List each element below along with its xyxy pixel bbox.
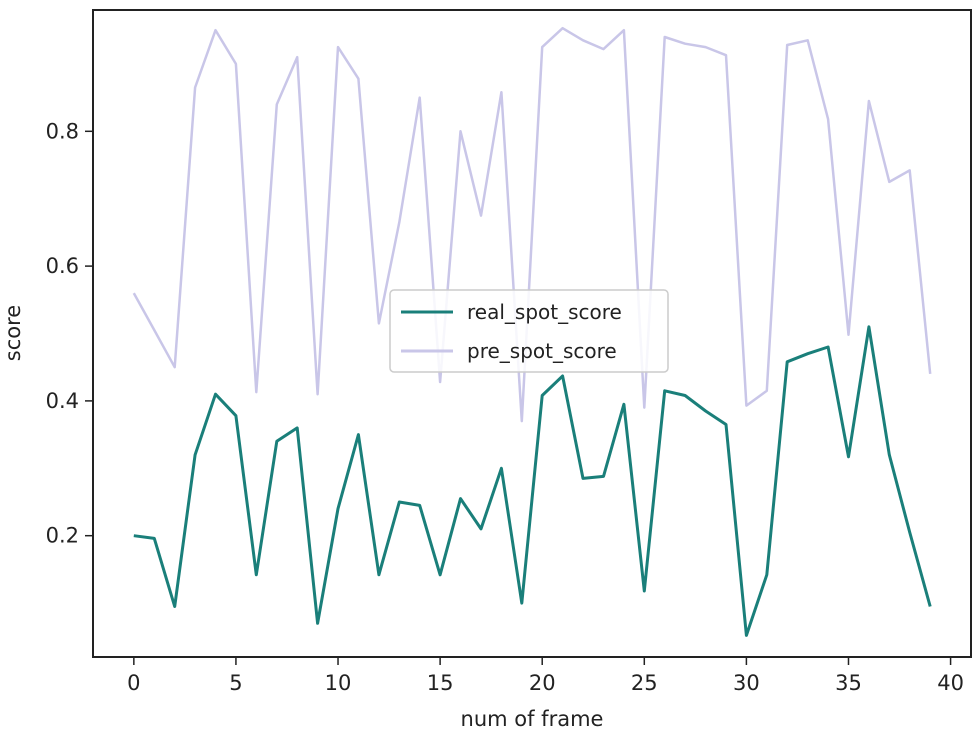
y-tick-label: 0.4	[46, 389, 79, 413]
x-axis-ticks: 0 5 10 15 20 25 30 35 40	[127, 657, 964, 695]
y-axis-ticks: 0.2 0.4 0.6 0.8	[46, 119, 93, 548]
x-tick-label: 0	[127, 671, 140, 695]
y-tick-label: 0.2	[46, 524, 79, 548]
x-tick-label: 30	[733, 671, 760, 695]
series-line-pre-spot-score	[132, 26, 932, 423]
x-tick-label: 5	[229, 671, 242, 695]
x-tick-label: 10	[325, 671, 352, 695]
x-tick-label: 35	[835, 671, 862, 695]
legend-box	[389, 289, 669, 373]
x-tick-label: 20	[529, 671, 556, 695]
legend-label-real-spot-score: real_spot_score	[467, 300, 622, 324]
x-tick-label: 15	[427, 671, 454, 695]
x-axis-label: num of frame	[461, 707, 604, 731]
y-axis-label: score	[1, 305, 25, 361]
series-lines	[132, 26, 932, 637]
y-tick-label: 0.8	[46, 119, 79, 143]
x-tick-label: 40	[937, 671, 964, 695]
y-tick-label: 0.6	[46, 254, 79, 278]
series-line-real-spot-score	[133, 325, 932, 637]
legend: real_spot_score pre_spot_score	[389, 289, 669, 373]
legend-label-pre-spot-score: pre_spot_score	[467, 339, 617, 363]
x-tick-label: 25	[631, 671, 658, 695]
